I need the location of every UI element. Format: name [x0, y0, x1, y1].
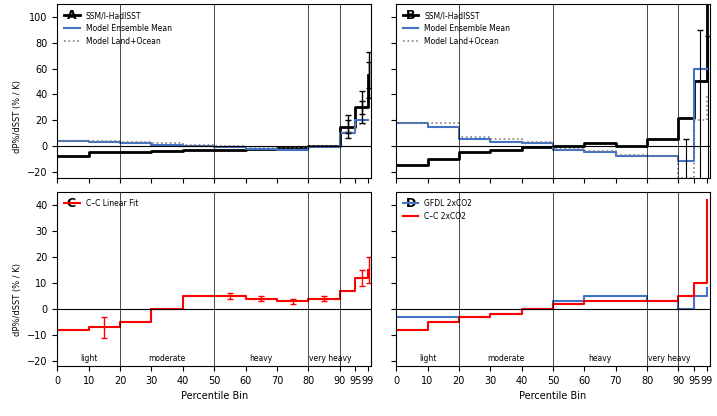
Text: light: light — [80, 354, 98, 364]
Text: dP%/dSST (% / K): dP%/dSST (% / K) — [14, 263, 22, 336]
X-axis label: Percentile Bin: Percentile Bin — [181, 391, 248, 401]
Legend: C–C Linear Fit: C–C Linear Fit — [61, 196, 141, 211]
Text: A: A — [67, 10, 77, 22]
Text: heavy: heavy — [250, 354, 273, 364]
Text: D: D — [406, 197, 416, 210]
Text: B: B — [406, 10, 415, 22]
Text: light: light — [419, 354, 436, 364]
Text: moderate: moderate — [148, 354, 186, 364]
Text: very heavy: very heavy — [647, 354, 690, 364]
X-axis label: Percentile Bin: Percentile Bin — [519, 391, 587, 401]
Text: moderate: moderate — [488, 354, 525, 364]
Legend: GFDL 2xCO2, C–C 2xCO2: GFDL 2xCO2, C–C 2xCO2 — [400, 196, 475, 224]
Legend: SSM/I-HadISST, Model Ensemble Mean, Model Land+Ocean: SSM/I-HadISST, Model Ensemble Mean, Mode… — [400, 8, 513, 49]
Legend: SSM/I-HadISST, Model Ensemble Mean, Model Land+Ocean: SSM/I-HadISST, Model Ensemble Mean, Mode… — [61, 8, 175, 49]
Text: C: C — [67, 197, 76, 210]
Text: very heavy: very heavy — [309, 354, 351, 364]
Text: heavy: heavy — [589, 354, 612, 364]
Text: dP%/dSST (% / K): dP%/dSST (% / K) — [14, 80, 22, 153]
